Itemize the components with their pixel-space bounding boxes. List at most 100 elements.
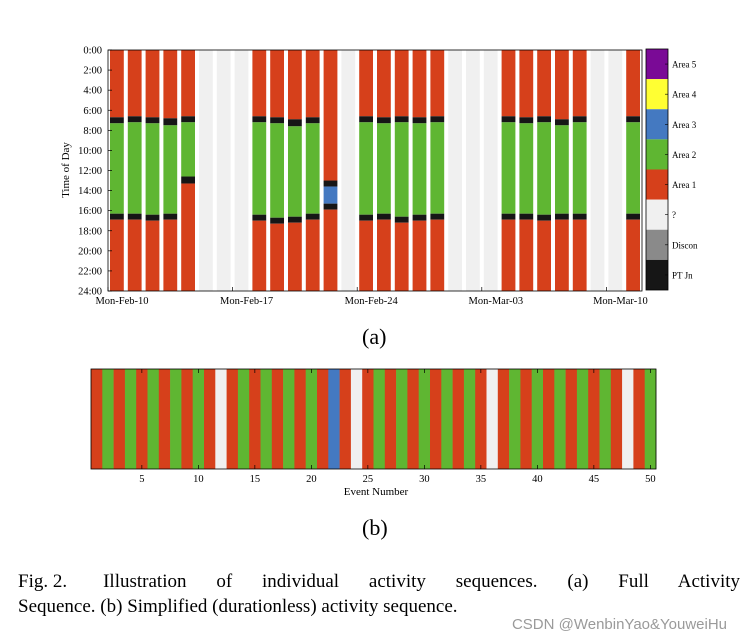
legend-swatch-disconnect	[646, 229, 668, 260]
day-11-segment-4-area1	[305, 219, 320, 291]
day-3-segment-0-area1	[163, 50, 178, 119]
day-14-segment-2-area2	[359, 122, 373, 215]
y-tick-label: 24:00	[78, 287, 102, 298]
day-14-segment-3-pt_journey	[359, 214, 373, 221]
day-18-segment-2-area2	[430, 122, 445, 214]
watermark: CSDN @WenbinYao&YouweiHu	[511, 616, 727, 633]
day-0-segment-3-pt_journey	[110, 213, 124, 220]
day-4-segment-4-area1	[181, 183, 195, 291]
day-23-segment-4-area1	[519, 219, 534, 291]
event-17-area1	[271, 369, 284, 469]
day-1-segment-4-area1	[127, 219, 142, 291]
day-18-segment-4-area1	[430, 219, 445, 291]
day-7-segment-0-unknown	[234, 50, 249, 291]
legend-label-area1: Area 1	[672, 180, 696, 190]
legend-frame	[645, 48, 669, 291]
day-18-segment-1-pt_journey	[430, 116, 445, 123]
x-tick-label: 5	[139, 474, 144, 485]
x-tick-label: Mon-Feb-17	[220, 296, 273, 307]
day-23-segment-1-pt_journey	[519, 117, 534, 124]
event-41-area1	[543, 369, 555, 469]
event-49-area1	[633, 369, 645, 469]
event-40-area2	[531, 369, 544, 469]
axes: 0:00 2:00 4:00 6:00 8:00 10:00 12:00 14:00 16:00…	[78, 46, 648, 308]
subfigure-a-label: (a)	[362, 324, 387, 349]
x-tick-label: 25	[363, 474, 374, 485]
event-6-area2	[147, 369, 160, 469]
day-29-segment-1-pt_journey	[626, 116, 640, 123]
day-26-segment-2-area2	[572, 122, 587, 214]
day-15-segment-4-area1	[377, 219, 391, 291]
day-24-segment-1-pt_journey	[537, 116, 551, 123]
day-25-segment-0-area1	[555, 50, 569, 120]
day-15-segment-2-area2	[377, 123, 391, 214]
event-44-area2	[576, 369, 589, 469]
day-15-segment-0-area1	[377, 50, 391, 118]
day-18-segment-0-area1	[430, 50, 445, 117]
legend-swatch-unknown	[646, 199, 668, 230]
event-24-unknown	[350, 369, 363, 469]
day-0-segment-4-area1	[110, 219, 124, 291]
day-24-segment-2-area2	[537, 122, 551, 215]
event-9-area1	[181, 369, 193, 469]
x-tick-label: 40	[532, 474, 543, 485]
day-25-segment-2-area2	[555, 125, 569, 214]
day-9-segment-3-pt_journey	[270, 217, 284, 224]
event-39-area1	[520, 369, 532, 469]
x-tick-label: 15	[250, 474, 261, 485]
day-17-segment-1-pt_journey	[412, 117, 427, 124]
day-27-segment-0-unknown	[590, 50, 605, 291]
day-17-segment-3-pt_journey	[412, 214, 427, 221]
day-11-segment-2-area2	[305, 123, 320, 214]
day-24-segment-4-area1	[537, 220, 551, 291]
event-16-area2	[260, 369, 273, 469]
figure-caption: Fig. 2. Illustration of individual activ…	[18, 569, 740, 619]
day-25-segment-3-pt_journey	[555, 213, 569, 220]
day-8-segment-4-area1	[252, 220, 267, 291]
day-bars	[110, 50, 640, 291]
day-0-segment-0-area1	[110, 50, 124, 118]
day-9-segment-2-area2	[270, 123, 284, 218]
day-24-segment-3-pt_journey	[537, 214, 551, 221]
day-3-segment-4-area1	[163, 219, 178, 291]
day-16-segment-4-area1	[394, 222, 409, 291]
day-26-segment-0-area1	[572, 50, 587, 117]
x-tick-label: Mon-Feb-24	[345, 296, 399, 307]
legend-label-unknown: ?	[672, 210, 676, 220]
legend-swatch-area2	[646, 139, 668, 170]
legend-label-area5: Area 5	[672, 60, 697, 70]
day-4-segment-0-area1	[181, 50, 195, 117]
day-0-segment-1-pt_journey	[110, 117, 124, 124]
y-tick-label: 20:00	[78, 246, 102, 257]
event-46-area2	[599, 369, 612, 469]
event-2-area2	[102, 369, 114, 469]
x-tick-label: Mon-Mar-10	[593, 296, 648, 307]
legend-swatch-area4	[646, 79, 668, 110]
day-0-segment-2-area2	[110, 123, 124, 214]
event-7-area1	[158, 369, 171, 469]
event-27-area1	[384, 369, 397, 469]
day-29-segment-2-area2	[626, 122, 640, 214]
day-9-segment-0-area1	[270, 50, 284, 118]
day-10-segment-2-area2	[288, 126, 302, 217]
day-25-segment-1-pt_journey	[555, 119, 569, 126]
event-33-area1	[452, 369, 465, 469]
event-48-unknown	[622, 369, 634, 469]
event-3-area1	[113, 369, 126, 469]
caption-line-1: Illustration of individual activity sequ…	[103, 571, 740, 592]
day-18-segment-3-pt_journey	[430, 213, 445, 220]
x-tick-label: 50	[645, 474, 656, 485]
y-tick-label: 14:00	[78, 186, 102, 197]
day-15-segment-3-pt_journey	[377, 213, 391, 220]
caption-fig-number: Fig. 2.	[18, 571, 68, 592]
day-22-segment-0-area1	[501, 50, 516, 117]
event-37-area1	[497, 369, 510, 469]
event-28-area2	[396, 369, 408, 469]
event-36-unknown	[486, 369, 499, 469]
day-10-segment-4-area1	[288, 222, 302, 291]
day-14-segment-4-area1	[359, 220, 373, 291]
day-26-segment-4-area1	[572, 219, 587, 291]
axes: 5 10 15 20 25 30 35 40 45 50	[90, 368, 657, 485]
day-8-segment-3-pt_journey	[252, 214, 267, 221]
event-35-area1	[475, 369, 487, 469]
